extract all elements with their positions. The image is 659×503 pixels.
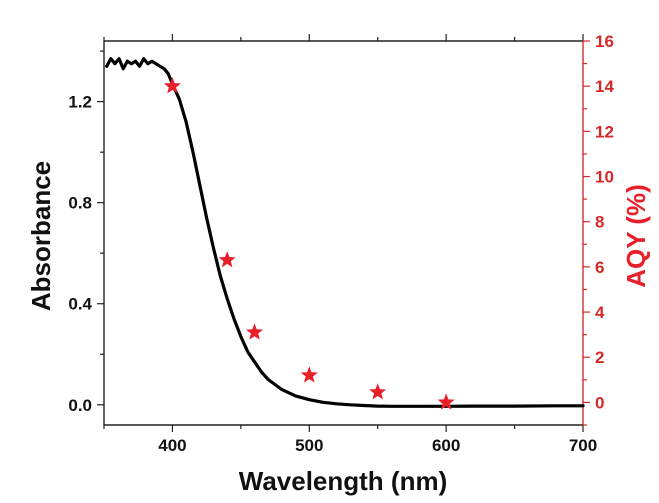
x-axis-title: Wavelength (nm) xyxy=(239,466,447,496)
y-right-tick-label: 14 xyxy=(595,77,614,96)
y-right-tick-label: 0 xyxy=(595,393,604,412)
y-right-tick-label: 12 xyxy=(595,122,614,141)
y-right-tick-label: 2 xyxy=(595,348,604,367)
y-left-tick-label: 0.8 xyxy=(68,194,92,213)
x-tick-label: 700 xyxy=(569,436,597,455)
aqy-point xyxy=(437,393,455,410)
y-left-tick-label: 0.4 xyxy=(68,295,92,314)
aqy-point xyxy=(245,323,264,340)
aqy-point xyxy=(163,77,181,94)
x-tick-label: 600 xyxy=(432,436,460,455)
series-layer xyxy=(105,57,585,410)
aqy-point xyxy=(369,383,387,400)
y-right-tick-label: 4 xyxy=(595,303,605,322)
y-axis-left-title: Absorbance xyxy=(26,161,56,311)
y-right-tick-label: 6 xyxy=(595,258,604,277)
x-tick-label: 500 xyxy=(295,436,323,455)
x-tick-label: 400 xyxy=(158,436,186,455)
axis-titles: Wavelength (nm) Absorbance AQY (%) xyxy=(26,161,651,496)
axis-ticks xyxy=(97,34,590,432)
aqy-point xyxy=(300,366,318,383)
y-right-tick-label: 10 xyxy=(595,168,614,187)
absorbance-line xyxy=(105,57,585,408)
plot-frame xyxy=(103,40,584,426)
y-right-tick-label: 16 xyxy=(595,32,614,51)
y-left-tick-label: 0.0 xyxy=(68,396,92,415)
tick-labels: 400 500 600 700 0.0 0.4 0.8 1.2 0 2 4 6 8 10 12 14 16 xyxy=(68,32,614,455)
aqy-point xyxy=(218,251,236,268)
y-right-tick-label: 8 xyxy=(595,213,604,232)
y-left-tick-label: 1.2 xyxy=(68,93,92,112)
y-axis-right-title: AQY (%) xyxy=(621,184,651,288)
